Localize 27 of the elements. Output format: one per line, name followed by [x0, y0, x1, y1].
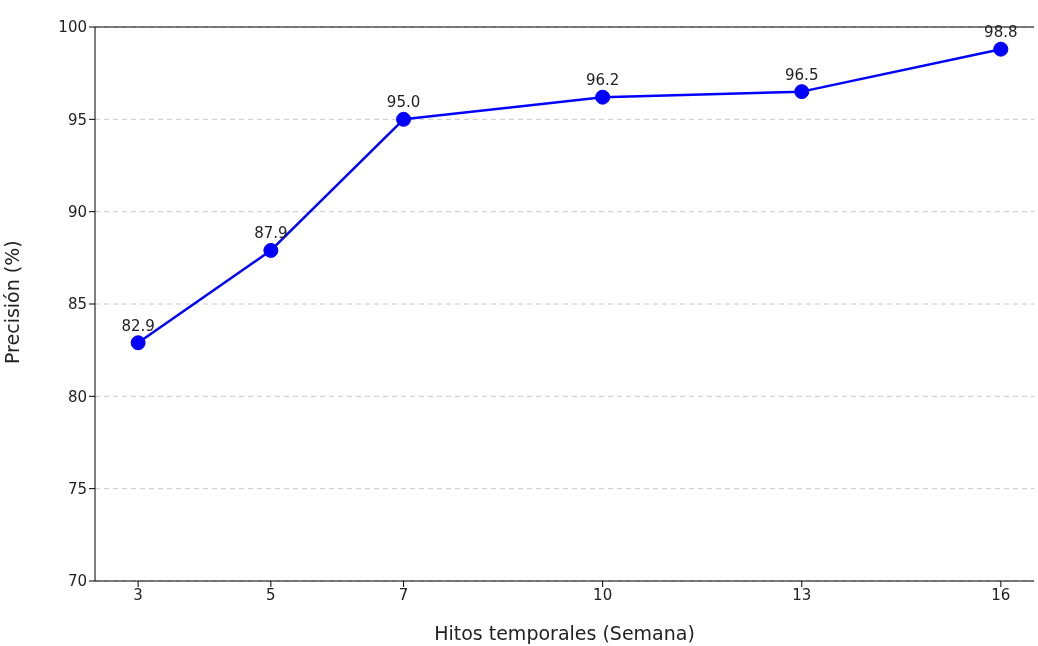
y-tick-label: 90 [67, 202, 87, 221]
point [794, 84, 810, 100]
data-label: 82.9 [121, 316, 155, 335]
y-tick-label: 80 [67, 387, 87, 406]
data-label: 95.0 [386, 93, 421, 112]
x-tick-label: 7 [398, 585, 409, 604]
y-tick-label: 95 [67, 110, 87, 129]
x-axis-title: Hitos temporales (Semana) [434, 622, 695, 644]
x-tick-label: 3 [133, 585, 143, 604]
y-tick-label: 100 [58, 18, 87, 37]
data-label: 96.5 [785, 65, 819, 84]
y-tick-label: 70 [67, 572, 87, 591]
y-tick-label: 85 [67, 295, 87, 314]
data-label: 98.8 [984, 23, 1018, 42]
point [595, 89, 611, 105]
point [130, 335, 146, 351]
y-tick-label: 75 [67, 479, 87, 498]
point [263, 242, 279, 258]
data-label: 87.9 [254, 224, 288, 243]
x-tick-label: 16 [991, 585, 1011, 604]
x-tick-label: 10 [593, 585, 613, 604]
x-tick-label: 13 [792, 585, 812, 604]
point [396, 111, 412, 127]
data-label: 96.2 [585, 71, 620, 90]
x-tick-label: 5 [266, 585, 276, 604]
y-axis-title: Precisión (%) [0, 240, 23, 364]
point [993, 41, 1009, 57]
